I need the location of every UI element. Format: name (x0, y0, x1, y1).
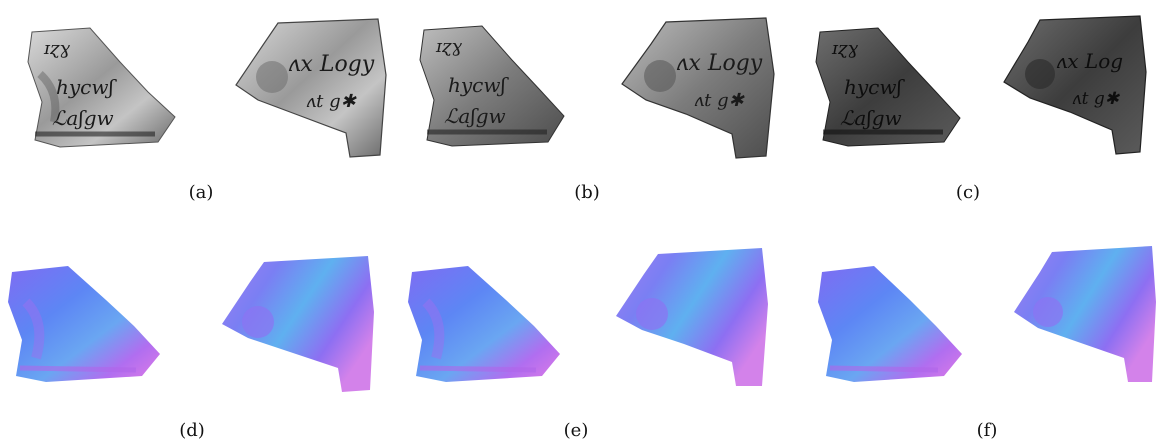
svg-text:ℒaʃgw: ℒaʃgw (52, 106, 114, 130)
caption-c: (c) (955, 182, 981, 203)
panel-e-left-normal (406, 262, 566, 392)
svg-text:ʌt g✱: ʌt g✱ (306, 91, 358, 112)
svg-text:ɪɀɣ: ɪɀɣ (435, 36, 462, 57)
caption-e: (e) (563, 420, 589, 441)
panel-f-right-normal (1012, 242, 1156, 387)
svg-text:hycwʃ: hycwʃ (448, 73, 510, 97)
panel-a-left-photo: ɪɀɣ hycwʃ ℒaʃgw (20, 22, 180, 157)
svg-text:ℒaʃgw: ℒaʃgw (840, 106, 902, 130)
svg-text:ʌt g✱: ʌt g✱ (694, 90, 746, 111)
caption-d: (d) (179, 420, 205, 441)
svg-text:hycwʃ: hycwʃ (56, 75, 118, 99)
caption-a: (a) (188, 182, 214, 203)
panel-a-right-photo: ʌx Logy ʌt g✱ (228, 15, 398, 165)
svg-text:ʌt g✱: ʌt g✱ (1072, 89, 1121, 109)
panel-b-left-photo: ɪɀɣ hycwʃ ℒaʃgw (412, 20, 572, 155)
svg-text:ʌx Logy: ʌx Logy (676, 51, 763, 76)
panel-b-right-photo: ʌx Logy ʌt g✱ (616, 14, 786, 164)
caption-b: (b) (574, 182, 600, 203)
panel-e-right-normal (612, 244, 782, 392)
svg-text:ℒaʃgw: ℒaʃgw (444, 104, 506, 128)
panel-c-left-photo: ɪɀɣ hycwʃ ℒaʃgw (808, 22, 968, 157)
panel-f-left-normal (816, 262, 966, 392)
panel-c-right-photo: ʌx Log ʌt g✱ (1000, 12, 1150, 162)
svg-text:hycwʃ: hycwʃ (844, 75, 906, 99)
svg-text:ʌx Log: ʌx Log (1056, 49, 1123, 73)
caption-f: (f) (976, 420, 998, 441)
svg-text:ɪɀɣ: ɪɀɣ (831, 38, 858, 59)
panel-d-right-normal (218, 252, 388, 397)
svg-text:ʌx Logy: ʌx Logy (288, 52, 375, 77)
svg-text:ɪɀɣ: ɪɀɣ (43, 38, 70, 59)
panel-d-left-normal (6, 262, 166, 392)
